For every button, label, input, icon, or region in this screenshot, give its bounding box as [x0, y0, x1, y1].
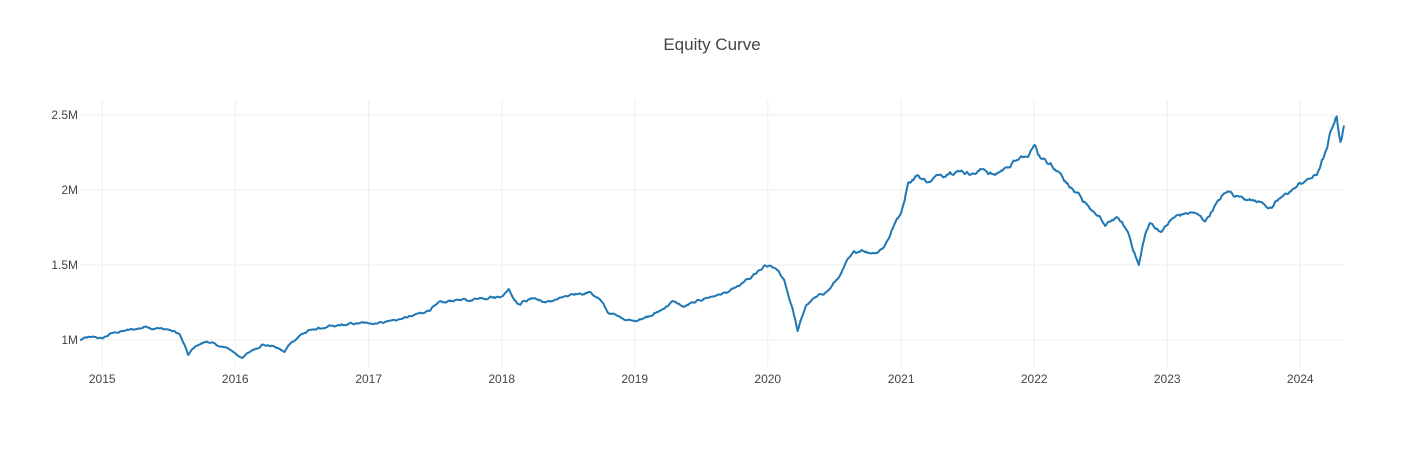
y-tick-label: 1M [61, 333, 78, 347]
x-tick-label: 2019 [621, 372, 648, 386]
y-gridlines [80, 114, 1344, 341]
y-tick-label: 2.5M [51, 108, 78, 122]
x-tick-label: 2020 [754, 372, 781, 386]
x-gridlines [101, 100, 1301, 367]
x-tick-label: 2016 [222, 372, 249, 386]
x-tick-label: 2023 [1154, 372, 1181, 386]
y-tick-label: 2M [61, 183, 78, 197]
x-tick-label: 2022 [1021, 372, 1048, 386]
equity-series-line [79, 115, 1345, 359]
x-tick-label: 2018 [488, 372, 515, 386]
chart-title: Equity Curve [663, 35, 760, 54]
x-tick-label: 2024 [1287, 372, 1314, 386]
y-tick-label: 1.5M [51, 258, 78, 272]
x-tick-label: 2021 [888, 372, 915, 386]
x-tick-label: 2017 [355, 372, 382, 386]
x-tick-labels: 2015 2016 2017 2018 2019 2020 2021 2022 2023 2024 [89, 372, 1314, 386]
x-tick-label: 2015 [89, 372, 116, 386]
y-tick-labels: 1M 1.5M 2M 2.5M [51, 108, 78, 347]
series-group [79, 115, 1345, 359]
